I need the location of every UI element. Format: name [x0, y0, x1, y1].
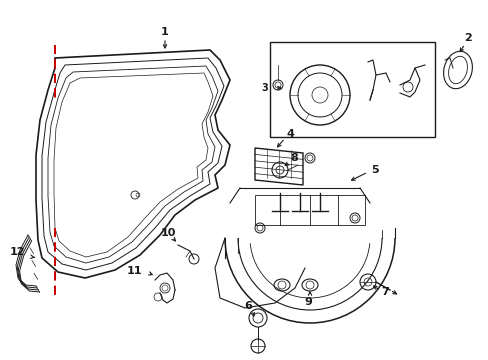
Text: 10: 10: [160, 228, 175, 238]
Text: 3: 3: [261, 83, 267, 93]
Text: 5: 5: [370, 165, 378, 175]
Text: 12: 12: [9, 247, 25, 257]
Text: 8: 8: [289, 153, 297, 163]
Text: 4: 4: [285, 129, 293, 139]
Bar: [269, 42, 434, 137]
Text: 7: 7: [380, 287, 388, 297]
Text: 6: 6: [244, 301, 251, 311]
Text: 9: 9: [304, 297, 311, 307]
Text: 11: 11: [126, 266, 142, 276]
Text: 1: 1: [161, 27, 168, 37]
Bar: [254, 195, 364, 225]
Text: 2: 2: [463, 33, 471, 43]
